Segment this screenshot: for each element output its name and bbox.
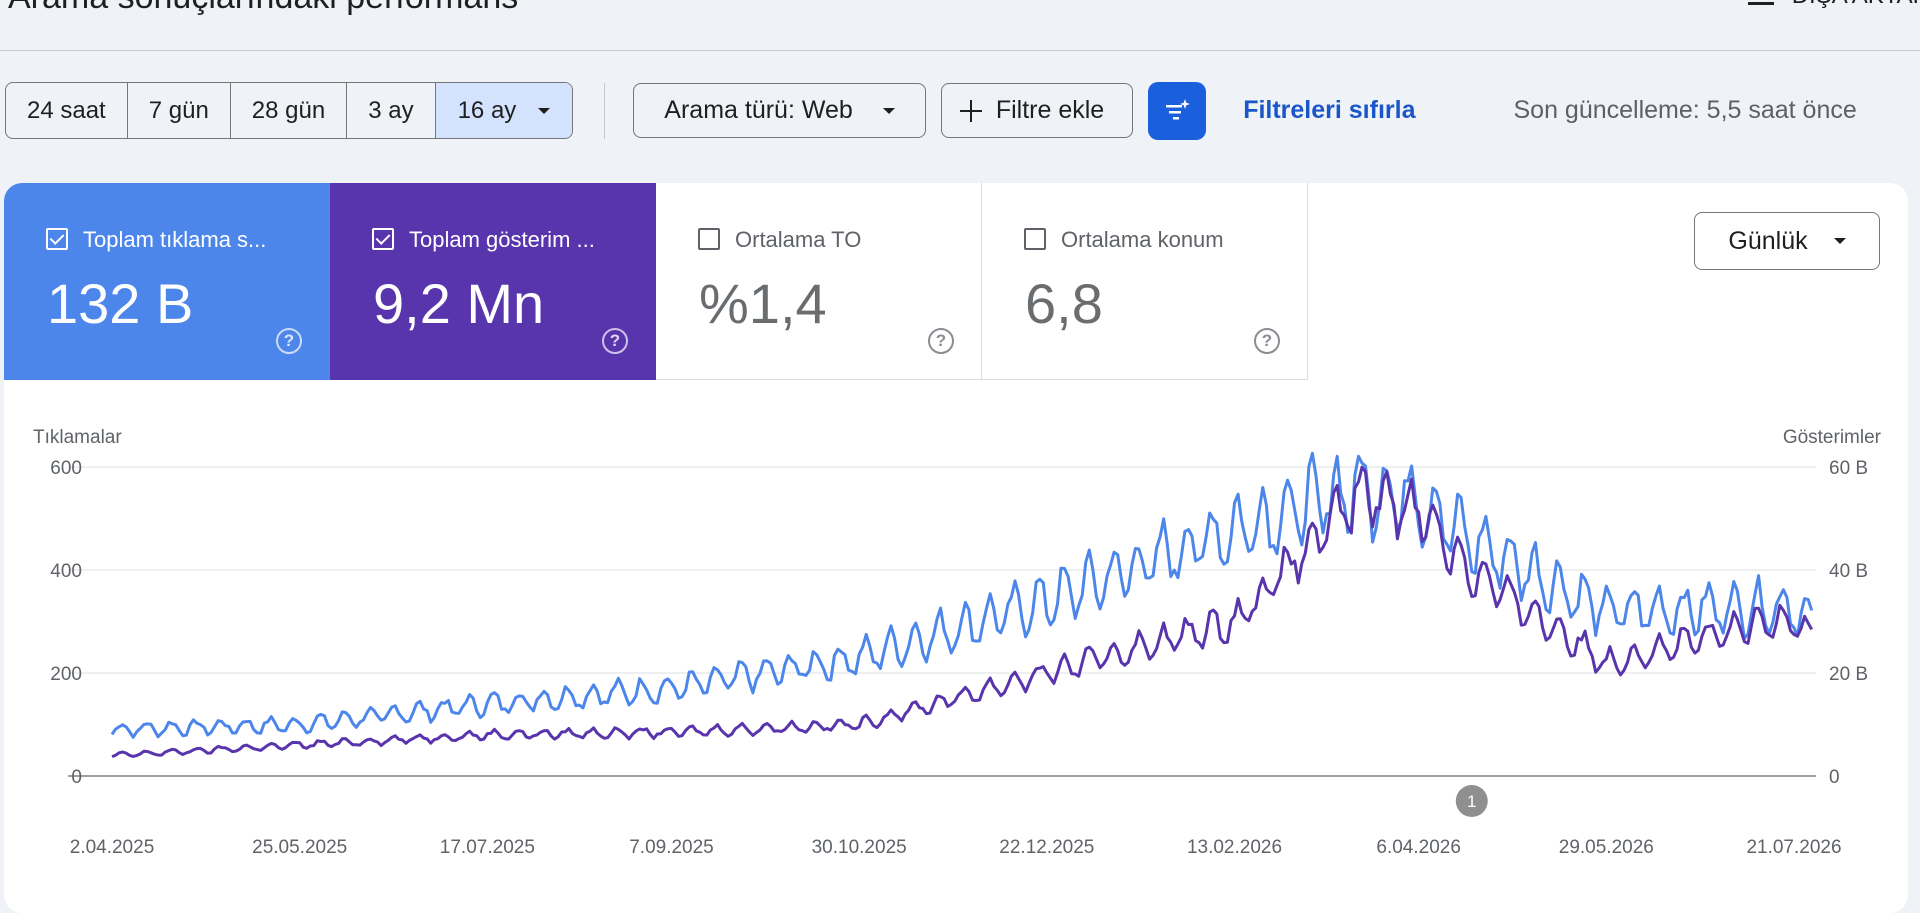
x-tick-label: 6.04.2026 bbox=[1376, 837, 1461, 858]
y-left-tick-label: 200 bbox=[50, 664, 82, 685]
granularity-label: Günlük bbox=[1728, 226, 1808, 255]
metric-label: Ortalama konum bbox=[1061, 227, 1224, 252]
help-icon[interactable]: ? bbox=[928, 328, 954, 354]
download-icon bbox=[1747, 2, 1774, 5]
y-left-tick-label: 0 bbox=[71, 767, 82, 788]
help-icon[interactable]: ? bbox=[276, 328, 302, 354]
checkbox-checked-icon[interactable] bbox=[46, 228, 68, 250]
metric-total-clicks[interactable]: Toplam tıklama s... 132 B ? bbox=[4, 183, 330, 380]
metric-label: Toplam gösterim ... bbox=[409, 227, 595, 252]
x-tick-label: 22.12.2025 bbox=[999, 837, 1094, 858]
chevron-down-icon bbox=[538, 107, 551, 114]
range-28d-button[interactable]: 28 gün bbox=[231, 83, 348, 138]
ai-filter-button[interactable] bbox=[1148, 81, 1207, 140]
chart-annotation[interactable]: 1 bbox=[1455, 785, 1488, 817]
toolbar-separator bbox=[604, 82, 606, 139]
y-right-tick-label: 40 B bbox=[1829, 561, 1868, 582]
y-right-tick-label: 20 B bbox=[1829, 664, 1868, 685]
annotation-label: 1 bbox=[1467, 792, 1476, 811]
chart-x-ticks: 2.04.2025 25.05.2025 17.07.2025 7.09.2025 30… bbox=[70, 837, 1842, 858]
x-tick-label: 17.07.2025 bbox=[440, 837, 535, 858]
performance-chart: Tıklamalar Gösterimler 600 60 B 400 40 B 200… bbox=[33, 427, 1882, 858]
y-left-tick-label: 600 bbox=[50, 458, 82, 479]
x-tick-label: 7.09.2025 bbox=[629, 837, 714, 858]
add-filter-label: Filtre ekle bbox=[995, 96, 1105, 124]
metric-value: 6,8 bbox=[1025, 272, 1103, 335]
x-tick-label: 25.05.2025 bbox=[252, 837, 347, 858]
performance-card: Toplam tıklama s... 132 B ? Toplam göste… bbox=[4, 183, 1908, 913]
y-right-tick-label: 0 bbox=[1829, 767, 1840, 788]
range-24h-button[interactable]: 24 saat bbox=[6, 83, 128, 138]
checkbox-unchecked-icon[interactable] bbox=[1024, 228, 1046, 250]
x-tick-label: 21.07.2026 bbox=[1746, 837, 1841, 858]
metric-average-position[interactable]: Ortalama konum 6,8 ? bbox=[982, 183, 1308, 380]
sparkle-filter-icon bbox=[1166, 98, 1191, 119]
page-title: Arama sonuçlarındaki performans bbox=[8, 0, 518, 17]
y-left-tick-label: 400 bbox=[50, 561, 82, 582]
metric-total-impressions[interactable]: Toplam gösterim ... 9,2 Mn ? bbox=[330, 183, 656, 380]
chart-grid bbox=[68, 466, 1816, 777]
metric-value: 132 B bbox=[47, 272, 194, 335]
metric-value: %1,4 bbox=[699, 272, 827, 335]
x-tick-label: 30.10.2025 bbox=[812, 837, 907, 858]
range-16m-button[interactable]: 16 ay bbox=[435, 83, 573, 138]
range-16m-label: 16 ay bbox=[457, 96, 517, 124]
chevron-down-icon bbox=[882, 107, 895, 114]
metric-value: 9,2 Mn bbox=[373, 272, 545, 335]
checkbox-unchecked-icon[interactable] bbox=[698, 228, 720, 250]
add-filter-button[interactable]: Filtre ekle bbox=[940, 83, 1134, 138]
metric-label: Toplam tıklama s... bbox=[83, 227, 267, 252]
y-right-tick-label: 60 B bbox=[1829, 458, 1868, 479]
date-range-selector: 24 saat 7 gün 28 gün 3 ay 16 ay bbox=[5, 82, 574, 139]
x-tick-label: 29.05.2026 bbox=[1559, 837, 1654, 858]
metric-label: Ortalama TO bbox=[735, 227, 862, 252]
reset-filters-link[interactable]: Filtreleri sıfırla bbox=[1243, 96, 1416, 124]
help-icon[interactable]: ? bbox=[602, 328, 628, 354]
last-update-text: Son güncelleme: 5,5 saat önce bbox=[1513, 96, 1857, 124]
export-button[interactable]: DIŞA AKTAR bbox=[1747, 0, 1920, 10]
help-icon[interactable]: ? bbox=[1254, 328, 1280, 354]
metric-tabs: Toplam tıklama s... 132 B ? Toplam göste… bbox=[4, 183, 1308, 380]
chart-y-ticks: 600 60 B 400 40 B 200 20 B 0 0 bbox=[50, 458, 1868, 788]
x-tick-label: 13.02.2026 bbox=[1187, 837, 1282, 858]
y-right-axis-title: Gösterimler bbox=[1783, 427, 1882, 448]
header-divider bbox=[0, 50, 1920, 51]
granularity-dropdown[interactable]: Günlük bbox=[1694, 212, 1880, 270]
search-type-label: Arama türü: Web bbox=[664, 96, 853, 124]
series-line-1 bbox=[110, 451, 1814, 739]
export-label: DIŞA AKTAR bbox=[1792, 0, 1920, 10]
toolbar: 24 saat 7 gün 28 gün 3 ay 16 ay Arama tü… bbox=[5, 81, 1920, 140]
chevron-down-icon bbox=[1833, 238, 1846, 244]
x-tick-label: 2.04.2025 bbox=[70, 837, 155, 858]
range-3m-button[interactable]: 3 ay bbox=[347, 83, 436, 138]
series-line-2 bbox=[111, 465, 1814, 759]
metric-average-ctr[interactable]: Ortalama TO %1,4 ? bbox=[656, 183, 982, 380]
search-type-dropdown[interactable]: Arama türü: Web bbox=[633, 83, 926, 138]
annotation-marker[interactable] bbox=[1455, 785, 1488, 817]
range-7d-button[interactable]: 7 gün bbox=[128, 83, 231, 138]
plus-icon bbox=[959, 99, 982, 122]
checkbox-checked-icon[interactable] bbox=[372, 228, 394, 250]
chart-series bbox=[110, 451, 1814, 759]
y-left-axis-title: Tıklamalar bbox=[33, 427, 122, 448]
